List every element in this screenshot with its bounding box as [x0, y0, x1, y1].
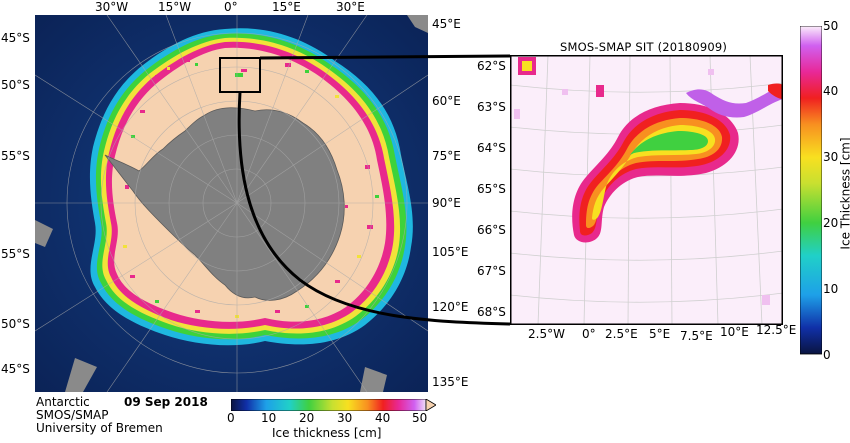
- inset-lon-2-5e: 2.5°E: [605, 327, 638, 341]
- bottom-cbar-tick-0: 0: [227, 411, 235, 425]
- bottom-cbar-tick-50: 50: [412, 411, 428, 425]
- inset-ice-feature: [514, 57, 783, 305]
- inset-lon-12-5e: 12.5°E: [756, 323, 797, 337]
- right-label-45e: 45°E: [432, 17, 461, 31]
- inset-lat-68s: 68°S: [477, 305, 506, 319]
- right-label-75e: 75°E: [432, 149, 461, 163]
- left-label-4: 55°S: [1, 247, 30, 261]
- left-label-5: 50°S: [1, 317, 30, 331]
- top-label-15e: 15°E: [272, 0, 301, 14]
- right-cbar-tick-50: 50: [823, 19, 839, 33]
- main-map-graphic: [35, 15, 428, 392]
- inset-lon-0: 0°: [582, 327, 596, 341]
- inset-title: SMOS-SMAP SIT (20180909): [560, 40, 728, 54]
- inset-lon-10e: 10°E: [720, 325, 749, 339]
- bottom-cbar-label: Ice thickness [cm]: [272, 426, 382, 440]
- bottom-cbar-tick-20: 20: [299, 411, 315, 425]
- right-cbar-tick-20: 20: [823, 216, 839, 230]
- connector-top-line: [259, 54, 511, 60]
- top-label-0: 0°: [224, 0, 238, 14]
- land-patch-northeast: [407, 15, 428, 33]
- graticule: [35, 15, 428, 392]
- inset-map-graphic: [508, 53, 785, 327]
- right-label-60e: 60°E: [432, 94, 461, 108]
- right-label-90e: 90°E: [432, 196, 461, 210]
- left-label-3: 55°S: [1, 149, 30, 163]
- right-colorbar: [799, 25, 823, 356]
- right-label-135e: 135°E: [432, 375, 469, 389]
- left-label-2: 50°S: [1, 78, 30, 92]
- right-label-105e: 105°E: [432, 245, 469, 259]
- top-label-15w: 15°W: [158, 0, 192, 14]
- right-cbar-tick-10: 10: [823, 282, 839, 296]
- inset-lon-5e: 5°E: [649, 327, 671, 341]
- right-cbar-tick-30: 30: [823, 150, 839, 164]
- inset-lat-67s: 67°S: [477, 264, 506, 278]
- bottom-cbar-tick-10: 10: [261, 411, 277, 425]
- inset-lon-2-5w: 2.5°W: [528, 327, 565, 341]
- footer-date: 09 Sep 2018: [124, 395, 208, 409]
- connector-curve: [237, 91, 511, 326]
- land-patch-southwest: [65, 358, 97, 392]
- footer-institution: University of Bremen: [36, 421, 163, 435]
- inset-lat-63s: 63°S: [477, 100, 506, 114]
- land-patch-west: [35, 220, 53, 247]
- top-label-30w: 30°W: [95, 0, 129, 14]
- inset-lat-66s: 66°S: [477, 223, 506, 237]
- footer-product: SMOS/SMAP: [36, 408, 109, 422]
- right-label-120e: 120°E: [432, 300, 469, 314]
- top-label-30e: 30°E: [336, 0, 365, 14]
- bottom-cbar-tick-30: 30: [337, 411, 353, 425]
- left-label-1: 45°S: [1, 31, 30, 45]
- footer-region: Antarctic: [36, 395, 90, 409]
- right-cbar-label: Ice Thickness [cm]: [838, 137, 850, 250]
- inset-lon-7-5e: 7.5°E: [680, 329, 713, 343]
- bottom-cbar-tick-40: 40: [375, 411, 391, 425]
- bottom-colorbar: [230, 396, 437, 412]
- inset-map: [508, 53, 785, 327]
- inset-lat-65s: 65°S: [477, 182, 506, 196]
- right-cbar-tick-0: 0: [823, 348, 831, 362]
- inset-lat-64s: 64°S: [477, 141, 506, 155]
- bottom-colorbar-graphic: [230, 398, 437, 412]
- land-patch-southeast: [360, 367, 387, 392]
- antarctica: [104, 107, 345, 301]
- main-map: [35, 15, 428, 392]
- right-cbar-tick-40: 40: [823, 84, 839, 98]
- left-label-6: 45°S: [1, 362, 30, 376]
- inset-lat-62s: 62°S: [477, 59, 506, 73]
- right-colorbar-graphic: [799, 25, 823, 355]
